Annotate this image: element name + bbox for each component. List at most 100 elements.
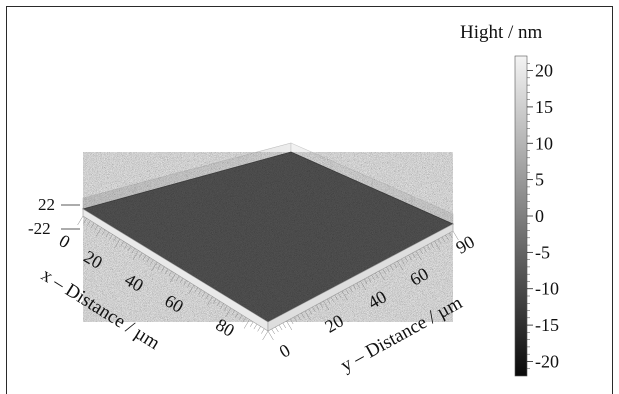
axis-minor-tick [146,257,150,263]
axis-minor-tick [138,252,143,258]
axis-minor-tick [262,330,269,341]
colorbar-gradient [514,55,528,377]
axis-minor-tick [205,294,210,300]
axis-minor-tick [179,277,184,284]
x-tick-label: 60 [161,290,187,316]
colorbar-tick-label: 15 [535,97,553,117]
axis-minor-tick [261,328,265,334]
axis-minor-tick [360,280,367,291]
axis-minor-tick [206,296,213,306]
axis-minor-tick [168,271,173,277]
axis-minor-tick [304,310,311,321]
axis-minor-tick [157,264,161,270]
axis-minor-tick [150,259,154,265]
axis-minor-tick [308,308,312,315]
x-tick-label: 80 [212,314,238,340]
axis-minor-tick [315,304,320,311]
z-axis: 22 -22 [28,195,80,238]
axis-minor-tick [367,276,372,283]
axis-minor-tick [194,287,198,293]
axis-minor-tick [434,240,441,251]
axis-minor-tick [293,316,298,323]
axis-minor-tick [77,215,84,226]
axis-minor-tick [87,220,91,226]
axis-minor-ticks [77,215,459,341]
axis-minor-tick [94,225,99,231]
axis-minor-tick [257,326,261,332]
axis-minor-tick [297,314,301,321]
axis-minor-tick [231,310,235,316]
axis-minor-tick [175,275,180,281]
axis-minor-tick [95,227,102,237]
axis-minor-tick [426,244,431,251]
axis-minor-tick [400,258,405,265]
axis-minor-tick [253,323,258,330]
axis-minor-tick [235,312,239,318]
axis-minor-tick [249,321,254,327]
axis-minor-tick [382,268,386,275]
colorbar-tick-label: -15 [535,315,559,335]
axis-minor-tick [330,296,335,303]
axis-minor-tick [363,278,368,285]
axis-minor-tick [113,236,117,242]
axis-minor-tick [323,300,330,311]
wall-grid-lines [134,157,413,206]
axis-minor-tick [430,242,435,249]
axis-minor-tick [415,250,422,261]
axis-minor-tick [120,241,124,247]
axis-minor-tick [201,291,206,298]
colorbar-tick-label: -5 [535,242,550,262]
axis-minor-tick [114,238,121,249]
axis-minor-tick [275,326,279,333]
axis-minor-tick [212,298,217,304]
axis-minor-tick [282,322,287,329]
y-tick-label: 90 [452,231,478,257]
axis-minor-tick [124,243,128,249]
axis-minor-tick [334,294,338,301]
axis-minor-tick [132,250,139,260]
axis-minor-tick [371,274,375,281]
colorbar-ticks: 20 15 10 5 0 -5 -10 -15 -20 [527,61,559,371]
colorbar-tick-label: 0 [535,206,544,226]
axis-minor-tick [271,328,275,335]
axis-minor-tick [419,248,423,255]
axis-minor-tick [312,306,316,313]
axis-minor-tick [183,280,187,286]
axis-minor-tick [90,222,95,229]
axis-minor-tick [101,229,106,235]
x-tick-label: 40 [121,269,147,295]
height-surface [83,152,453,322]
axis-minor-tick [105,231,110,238]
axis-minor-tick [243,319,250,329]
axis-minor-tick [404,256,409,263]
axis-minor-tick [278,324,283,331]
colorbar-tick-label: 10 [535,133,553,153]
axis-minor-tick [389,264,394,271]
axis-minor-tick [225,307,232,318]
axis-minor-tick [352,284,357,291]
axis-minor-tick [412,252,416,259]
y-tick-label: 0 [276,340,294,362]
axis-minor-tick [267,330,274,341]
axis-minor-tick [375,272,379,279]
colorbar-tick-label: 5 [535,170,544,190]
axis-minor-tick [242,317,247,323]
axis-minor-tick [449,232,453,239]
axis-minor-tick [397,260,404,271]
axis-minor-tick [356,282,361,289]
axis-minor-tick [289,318,294,325]
axis-minor-tick [164,268,169,275]
axis-minor-tick [151,261,158,272]
axis-minor-tick [188,284,195,295]
y-tick-label: 60 [406,263,432,289]
axis-minor-tick [319,302,324,309]
axis-minor-tick [378,270,385,281]
axis-minor-tick [341,290,348,301]
axis-minor-tick [131,248,136,254]
axis-minor-tick [109,234,113,240]
x-tick-label: 20 [80,246,106,272]
axis-minor-tick [408,254,412,261]
axis-minor-tick [301,312,305,319]
axis-minor-tick [198,289,202,295]
